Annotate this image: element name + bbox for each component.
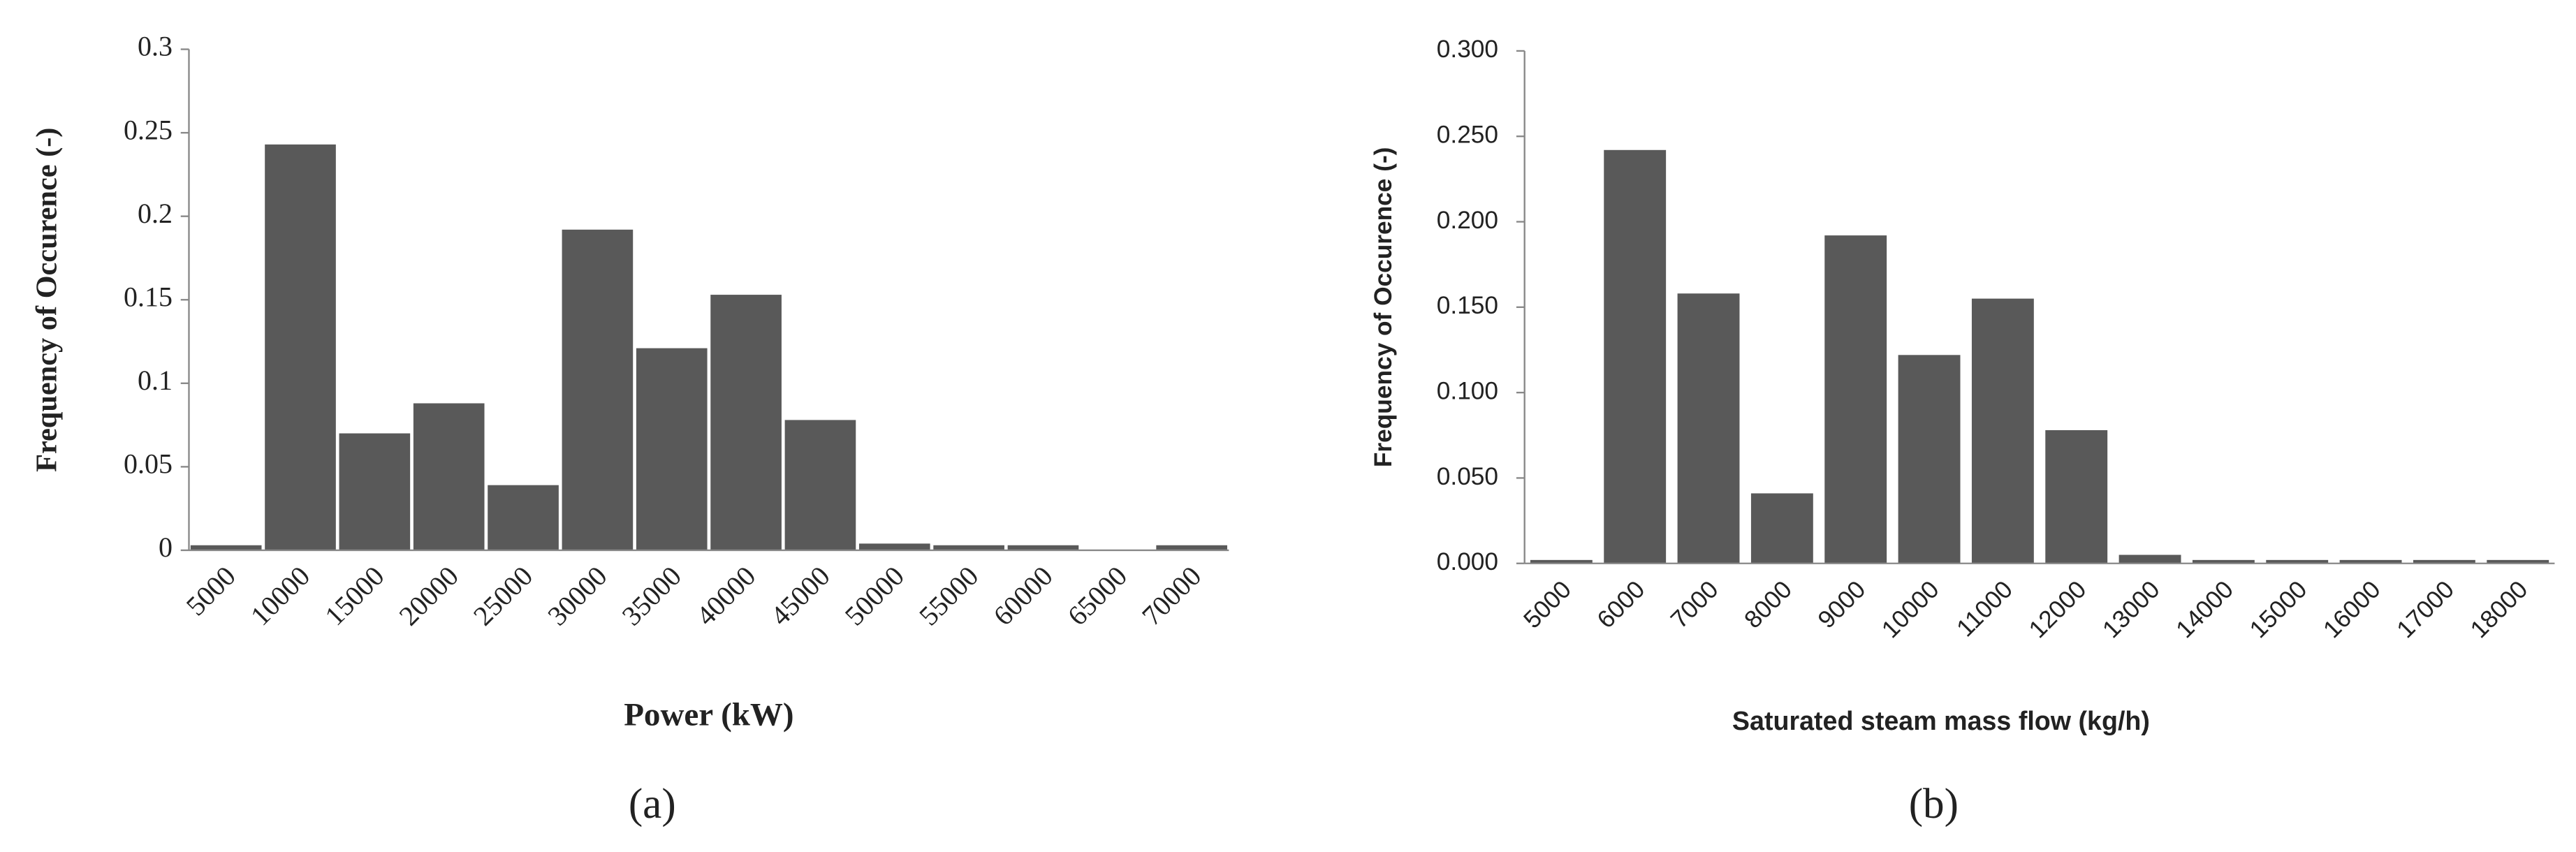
y-tick-label: 0.1 [138,365,173,396]
bar [1750,493,1813,564]
x-tick-label: 10000 [1877,575,1945,643]
bar [636,348,708,550]
bar [339,433,411,550]
x-tick-label: 6000 [1592,575,1650,633]
y-tick-label: 0.150 [1437,292,1498,319]
x-axis-title: Power (kW) [624,697,793,733]
x-tick-label: 10000 [244,560,316,631]
bar [2118,554,2181,564]
y-tick-label: 0.3 [138,31,173,62]
x-tick-label: 8000 [1739,575,1797,633]
x-tick-label: 16000 [2318,575,2386,643]
y-tick-label: 0.100 [1437,377,1498,404]
bar [1604,149,1667,564]
bar [2413,559,2475,564]
x-tick-label: 18000 [2465,575,2533,643]
bar [710,295,782,550]
y-tick-label: 0.05 [124,448,173,480]
x-tick-label: 55000 [913,560,984,631]
bar [933,545,1004,550]
y-tick-label: 0.2 [138,198,173,229]
bar [1898,355,1961,564]
x-tick-label: 15000 [2244,575,2312,643]
x-tick-label: 11000 [1952,575,2018,642]
bar [1971,298,2034,564]
y-tick-label: 0.200 [1437,207,1498,234]
bar [190,545,262,550]
bar [2192,559,2255,564]
bar [858,543,930,550]
y-tick-label: 0.000 [1437,548,1498,575]
x-tick-label: 20000 [393,560,464,631]
x-axis-title: Saturated steam mass flow (kg/h) [1732,706,2150,735]
bar [562,229,634,550]
bar [1007,545,1079,550]
x-tick-label: 17000 [2392,575,2459,643]
bar [2487,559,2549,564]
bar [1824,235,1887,564]
x-tick-label: 9000 [1813,575,1871,633]
bar [1677,293,1740,564]
y-tick-label: 0 [159,531,173,563]
x-tick-label: 7000 [1666,575,1724,633]
bar [488,485,559,550]
y-tick-label: 0.050 [1437,463,1498,490]
y-tick-label: 0.250 [1437,122,1498,149]
y-tick-label: 0.300 [1437,36,1498,63]
x-tick-label: 60000 [987,560,1058,631]
bar [265,144,336,550]
bar [784,420,856,550]
bar [2045,429,2108,564]
x-tick-label: 30000 [541,560,613,631]
caption: (b) [1909,781,1959,828]
bar [1156,545,1227,550]
bar [1530,559,1593,564]
bar [413,403,485,550]
x-tick-label: 12000 [2024,575,2091,643]
x-tick-label: 40000 [690,560,761,631]
x-tick-label: 65000 [1062,560,1133,631]
x-tick-label: 50000 [839,560,910,631]
y-tick-label: 0.25 [124,114,173,145]
x-tick-label: 14000 [2171,575,2239,643]
caption: (a) [629,781,676,828]
x-tick-label: 5000 [180,560,242,622]
x-tick-label: 13000 [2098,575,2165,643]
bar [2266,559,2329,564]
x-tick-label: 45000 [764,560,835,631]
x-tick-label: 15000 [319,560,390,631]
y-axis-title: Frequency of Occurence (-) [1370,147,1397,468]
bar [2339,559,2402,564]
x-tick-label: 35000 [616,560,687,631]
y-axis-title: Frequency of Occurence (-) [30,128,63,472]
x-tick-label: 5000 [1518,575,1576,633]
y-tick-label: 0.15 [124,281,173,312]
x-tick-label: 70000 [1136,560,1207,631]
x-tick-label: 25000 [467,560,539,631]
